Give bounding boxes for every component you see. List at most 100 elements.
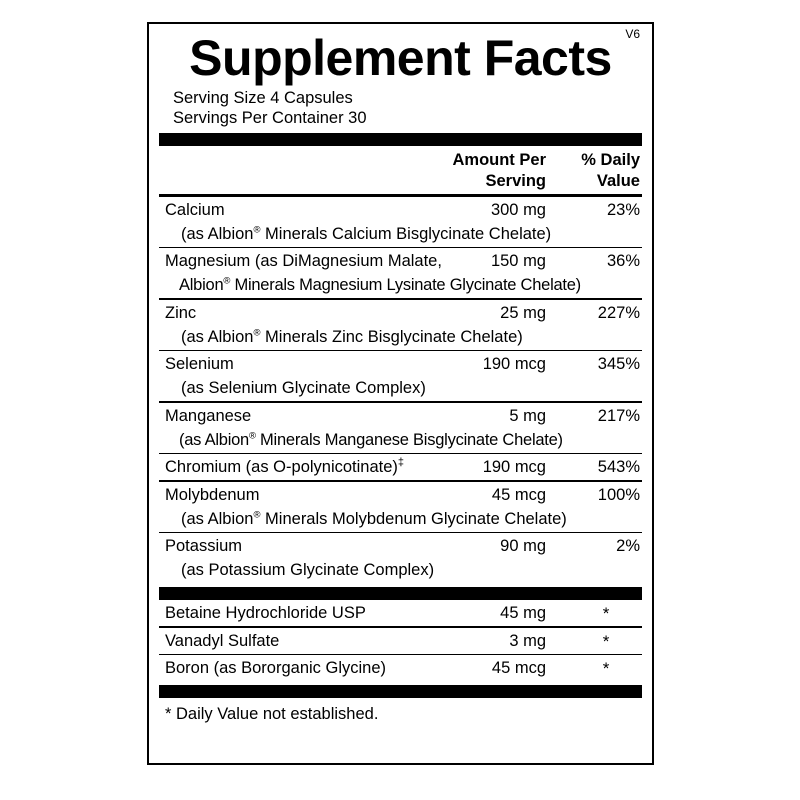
nutrient-main-line: Chromium (as O-polynicotinate)‡ 190 mcg … <box>159 454 642 480</box>
nutrient-name: Chromium (as O-polynicotinate)‡ <box>165 457 404 478</box>
nutrient-amount: 300 mg <box>490 200 546 219</box>
table-row: Boron (as Bororganic Glycine) 45 mcg * <box>159 655 642 681</box>
nutrient-main-line: Molybdenum 45 mcg 100% <box>159 482 642 508</box>
source-suffix: Minerals Zinc Bisglycinate Chelate) <box>260 327 523 346</box>
nutrient-name: Calcium <box>165 200 225 219</box>
nutrient-source-line: (as Albion® Minerals Molybdenum Glycinat… <box>159 508 642 532</box>
registered-mark-icon: ® <box>253 327 261 338</box>
source-prefix: (as Albion <box>181 509 254 528</box>
table-row: Manganese 5 mg 217% (as Albion® Minerals… <box>159 403 642 453</box>
column-headers: Amount Per Serving % Daily Value <box>159 146 642 194</box>
nutrient-daily-value: 100% <box>597 485 640 504</box>
nutrient-name-text: Chromium (as O-polynicotinate) <box>165 458 398 476</box>
nutrient-source-line: (as Albion® Minerals Manganese Bisglycin… <box>159 429 642 453</box>
table-row: Molybdenum 45 mcg 100% (as Albion® Miner… <box>159 482 642 532</box>
registered-mark-icon: ® <box>253 224 261 235</box>
table-row: Vanadyl Sulfate 3 mg * <box>159 628 642 654</box>
supplement-facts-panel: V6 Supplement Facts Serving Size 4 Capsu… <box>147 22 654 765</box>
nutrient-amount: 45 mcg <box>491 485 546 504</box>
servings-per-container: Servings Per Container 30 <box>173 109 367 127</box>
page-title: Supplement Facts <box>189 30 612 86</box>
nutrient-source-line: (as Selenium Glycinate Complex) <box>181 379 426 397</box>
nutrient-main-line: Calcium 300 mg 23% <box>159 197 642 223</box>
nutrient-amount: 25 mg <box>500 303 546 322</box>
serving-size: Serving Size 4 Capsules <box>173 89 353 107</box>
nutrient-source-line: (as Albion® Minerals Calcium Bisglycinat… <box>159 223 642 247</box>
nutrient-name: Magnesium (as DiMagnesium Malate, <box>165 252 442 270</box>
source-suffix: Minerals Manganese Bisglycinate Chelate) <box>255 430 563 449</box>
nutrient-name: Zinc <box>165 303 197 322</box>
row-divider <box>159 653 642 655</box>
table-row: Magnesium (as DiMagnesium Malate, 150 mg… <box>159 248 642 298</box>
ingredient-amount: 45 mg <box>500 604 546 622</box>
footnote-text: * Daily Value not established. <box>165 705 379 723</box>
ingredient-main-line: Betaine Hydrochloride USP 45 mg * <box>159 600 642 626</box>
registered-mark-icon: ® <box>248 430 256 441</box>
ingredient-amount: 45 mcg <box>491 659 546 677</box>
ingredient-name: Boron (as Bororganic Glycine) <box>165 659 387 677</box>
nutrient-amount: 190 mcg <box>482 458 546 476</box>
divider-bar-top <box>159 133 642 146</box>
ingredient-amount: 3 mg <box>509 631 546 650</box>
nutrient-main-line: Magnesium (as DiMagnesium Malate, 150 mg… <box>159 248 642 274</box>
row-divider <box>159 298 642 300</box>
source-prefix: (as Albion <box>181 327 254 346</box>
row-divider <box>159 349 642 351</box>
row-divider <box>159 401 642 403</box>
header-dv-line2: Value <box>596 172 640 190</box>
source-suffix: Minerals Molybdenum Glycinate Chelate) <box>260 509 567 528</box>
nutrient-amount: 90 mg <box>500 537 546 555</box>
header-amount-line2: Serving <box>485 172 546 190</box>
nutrient-daily-value: 36% <box>606 252 640 270</box>
nutrient-daily-value: 217% <box>597 406 640 425</box>
row-divider <box>159 246 642 248</box>
table-row: Calcium 300 mg 23% (as Albion® Minerals … <box>159 197 642 247</box>
registered-mark-icon: ® <box>253 509 261 520</box>
ingredient-daily-value: * <box>602 631 610 651</box>
divider-bar-middle <box>159 587 642 600</box>
table-row: Selenium 190 mcg 345% (as Selenium Glyci… <box>159 351 642 401</box>
nutrient-main-line: Potassium 90 mg 2% <box>159 533 642 559</box>
source-suffix: Minerals Magnesium Lysinate Glycinate Ch… <box>230 276 581 294</box>
title-block: V6 Supplement Facts <box>159 24 642 86</box>
nutrient-name: Molybdenum <box>165 485 260 504</box>
ingredient-main-line: Boron (as Bororganic Glycine) 45 mcg * <box>159 655 642 681</box>
table-row: Betaine Hydrochloride USP 45 mg * <box>159 600 642 626</box>
nutrient-amount: 5 mg <box>509 406 546 425</box>
table-row: Potassium 90 mg 2% (as Potassium Glycina… <box>159 533 642 583</box>
nutrient-name: Manganese <box>165 406 252 425</box>
nutrient-daily-value: 345% <box>597 355 640 373</box>
nutrient-name: Selenium <box>165 355 234 373</box>
registered-mark-icon: ® <box>223 275 231 287</box>
header-amount-line1: Amount Per <box>452 151 546 169</box>
double-dagger-icon: ‡ <box>397 456 405 469</box>
header-amount-per-serving: Amount Per Serving <box>366 150 546 192</box>
nutrient-daily-value: 543% <box>597 458 640 476</box>
ingredient-name: Vanadyl Sulfate <box>165 631 280 650</box>
row-divider <box>159 452 642 454</box>
ingredient-main-line: Vanadyl Sulfate 3 mg * <box>159 628 642 654</box>
ingredient-daily-value: * <box>602 604 610 623</box>
source-prefix: (as Albion <box>179 430 249 449</box>
source-prefix: (as Albion <box>181 224 254 243</box>
nutrient-amount: 150 mg <box>490 252 546 270</box>
version-code: V6 <box>625 27 640 41</box>
row-divider <box>159 531 642 533</box>
header-daily-value: % Daily Value <box>550 150 640 192</box>
row-divider <box>159 480 642 482</box>
nutrient-daily-value: 23% <box>606 200 640 219</box>
row-divider <box>159 626 642 628</box>
nutrient-name: Potassium <box>165 537 243 555</box>
nutrient-daily-value: 2% <box>616 537 640 555</box>
ingredient-name: Betaine Hydrochloride USP <box>165 604 366 622</box>
nutrient-source-line: (as Albion® Minerals Zinc Bisglycinate C… <box>159 326 642 350</box>
ingredient-daily-value: * <box>602 659 610 678</box>
nutrient-daily-value: 227% <box>597 303 640 322</box>
nutrient-main-line: Zinc 25 mg 227% <box>159 300 642 326</box>
nutrient-main-line: Selenium 190 mcg 345% <box>159 351 642 377</box>
nutrient-amount: 190 mcg <box>482 355 546 373</box>
panel-inner: V6 Supplement Facts Serving Size 4 Capsu… <box>149 24 652 763</box>
header-dv-line1: % Daily <box>581 151 640 169</box>
nutrient-source-line: (as Potassium Glycinate Complex) <box>181 561 435 579</box>
table-row: Chromium (as O-polynicotinate)‡ 190 mcg … <box>159 454 642 480</box>
